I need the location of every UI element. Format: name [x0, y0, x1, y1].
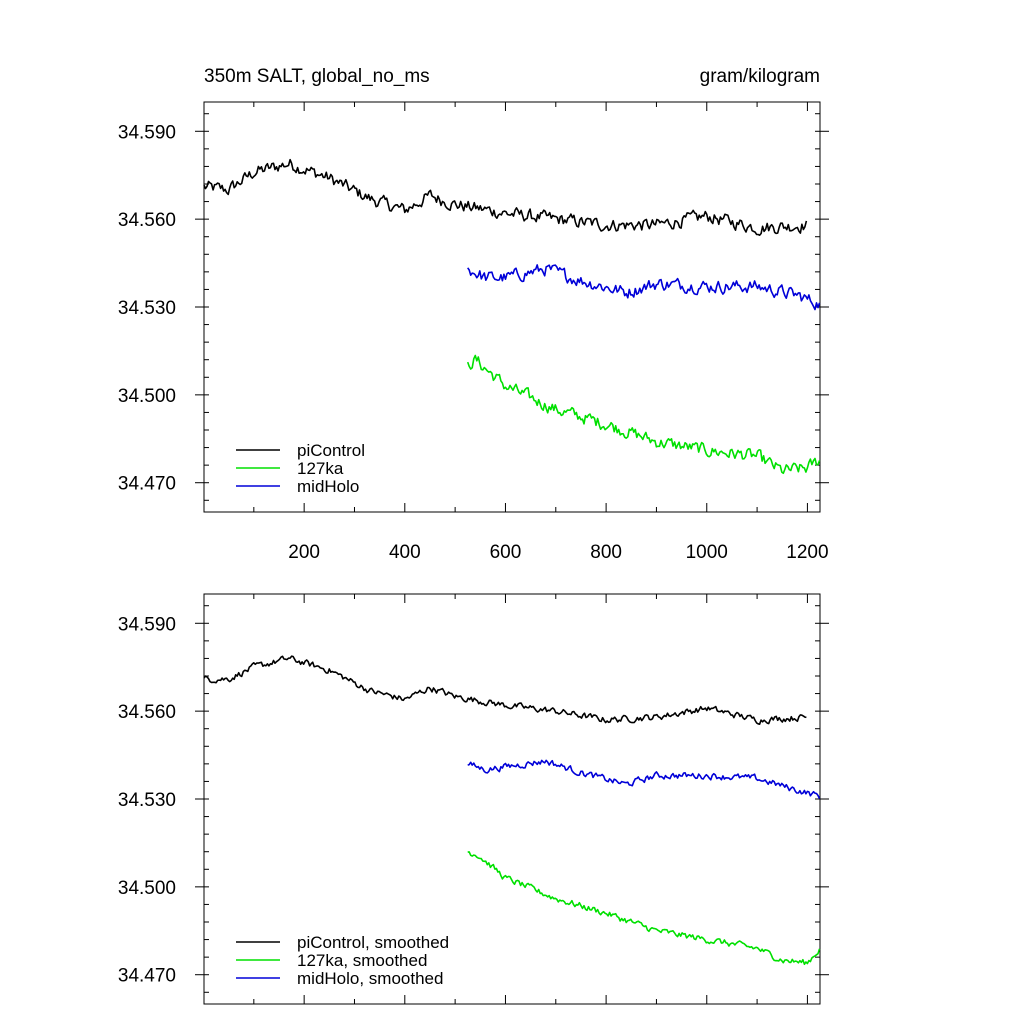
chart-title: 350m SALT, global_no_ms	[204, 66, 430, 87]
legend-label: midHolo	[297, 477, 359, 496]
x-tick-label: 800	[590, 542, 622, 563]
y-tick-label: 34.560	[118, 702, 176, 723]
series-line-midHolo	[467, 264, 821, 311]
y-tick-label: 34.500	[118, 386, 176, 407]
x-tick-label: 1200	[786, 542, 828, 563]
y-tick-label: 34.590	[118, 614, 176, 635]
x-tick-label: 1000	[686, 542, 728, 563]
series-line-127ka	[466, 354, 821, 475]
units-label: gram/kilogram	[700, 66, 820, 87]
x-tick-label: 600	[490, 542, 522, 563]
series-line-piControl	[203, 655, 807, 726]
y-tick-label: 34.560	[118, 210, 176, 231]
legend-label: 127ka, smoothed	[297, 951, 427, 970]
y-tick-label: 34.470	[118, 966, 176, 987]
panel-raw: 200 400 600 800 1000 1200 34.470 34.500 34.530 34…	[118, 101, 829, 563]
legend-label: 127ka	[297, 459, 344, 478]
y-tick-label: 34.530	[118, 298, 176, 319]
x-tick-label: 400	[389, 542, 421, 563]
y-tick-label: 34.590	[118, 122, 176, 143]
y-tick-label: 34.530	[118, 790, 176, 811]
series-line-piControl	[203, 158, 808, 236]
series-line-midHolo	[467, 759, 821, 799]
legend-label: piControl	[297, 441, 365, 460]
series-line-127ka	[467, 851, 821, 966]
legend-label: piControl, smoothed	[297, 933, 449, 952]
legend-label: midHolo, smoothed	[297, 969, 443, 988]
y-tick-label: 34.470	[118, 474, 176, 495]
y-tick-label: 34.500	[118, 878, 176, 899]
x-tick-label: 200	[288, 542, 320, 563]
panel-smoothed: 34.470 34.500 34.530 34.560 34.590 piControl,…	[118, 593, 829, 1005]
